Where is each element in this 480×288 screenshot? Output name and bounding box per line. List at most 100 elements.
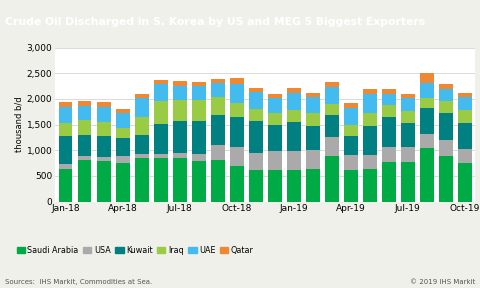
Bar (439, 89, 453, 101)
Bar (401, 111, 415, 123)
Bar (325, 137, 338, 156)
Bar (363, 169, 377, 202)
Bar (325, 115, 338, 137)
Bar (116, 138, 130, 156)
Bar (306, 126, 320, 150)
Bar (135, 94, 148, 98)
Bar (420, 134, 433, 148)
Bar (116, 156, 130, 162)
Bar (192, 122, 205, 154)
Bar (192, 82, 205, 86)
Bar (306, 113, 320, 126)
Bar (401, 162, 415, 202)
Bar (420, 84, 433, 98)
Bar (135, 135, 148, 154)
Bar (97, 158, 110, 161)
Bar (249, 170, 263, 202)
Bar (173, 101, 187, 122)
Bar (363, 89, 377, 94)
Bar (173, 158, 187, 202)
Bar (344, 108, 358, 125)
Bar (268, 94, 282, 98)
Bar (135, 98, 148, 118)
Bar (439, 141, 453, 156)
Bar (116, 109, 130, 113)
Bar (154, 101, 168, 124)
Bar (135, 118, 148, 135)
Bar (439, 156, 453, 202)
Bar (230, 103, 243, 117)
Bar (268, 151, 282, 170)
Bar (363, 126, 377, 155)
Bar (230, 84, 243, 103)
Bar (420, 73, 433, 84)
Bar (59, 169, 72, 202)
Bar (78, 106, 92, 120)
Bar (154, 124, 168, 154)
Bar (287, 93, 300, 110)
Bar (249, 88, 263, 92)
Bar (59, 102, 72, 107)
Bar (97, 137, 110, 158)
Bar (382, 118, 396, 147)
Bar (458, 97, 471, 110)
Bar (344, 103, 358, 108)
Bar (458, 122, 471, 149)
Bar (192, 160, 205, 202)
Bar (59, 164, 72, 169)
Bar (420, 148, 433, 202)
Bar (230, 117, 243, 147)
Y-axis label: thousand b/d: thousand b/d (15, 97, 24, 152)
Bar (230, 78, 243, 84)
Bar (135, 154, 148, 158)
Bar (325, 82, 338, 87)
Bar (382, 94, 396, 105)
Bar (97, 122, 110, 137)
Bar (97, 107, 110, 122)
Bar (287, 122, 300, 151)
Bar (211, 115, 225, 145)
Bar (192, 86, 205, 101)
Bar (211, 84, 225, 97)
Bar (382, 162, 396, 202)
Bar (135, 158, 148, 202)
Bar (287, 170, 300, 202)
Bar (154, 154, 168, 158)
Bar (173, 153, 187, 158)
Bar (211, 160, 225, 202)
Bar (287, 88, 300, 93)
Bar (78, 156, 92, 160)
Bar (116, 128, 130, 138)
Bar (287, 151, 300, 170)
Bar (78, 160, 92, 202)
Bar (344, 125, 358, 137)
Bar (59, 137, 72, 164)
Text: Sources:  IHS Markit, Commodities at Sea.: Sources: IHS Markit, Commodities at Sea. (5, 279, 152, 285)
Bar (439, 101, 453, 113)
Bar (192, 154, 205, 160)
Bar (306, 150, 320, 169)
Bar (268, 113, 282, 125)
Bar (249, 153, 263, 170)
Bar (59, 107, 72, 122)
Bar (325, 87, 338, 104)
Bar (382, 105, 396, 118)
Bar (97, 161, 110, 202)
Bar (173, 86, 187, 101)
Bar (401, 147, 415, 162)
Bar (306, 93, 320, 97)
Bar (458, 110, 471, 122)
Bar (154, 80, 168, 84)
Bar (211, 145, 225, 160)
Bar (363, 155, 377, 169)
Text: Crude Oil Discharged in S. Korea by US and MEG 5 Biggest Exporters: Crude Oil Discharged in S. Korea by US a… (5, 17, 425, 27)
Bar (325, 104, 338, 115)
Bar (458, 149, 471, 162)
Bar (192, 101, 205, 122)
Bar (439, 113, 453, 141)
Bar (401, 98, 415, 111)
Bar (173, 82, 187, 86)
Bar (97, 103, 110, 107)
Bar (78, 101, 92, 106)
Bar (401, 123, 415, 147)
